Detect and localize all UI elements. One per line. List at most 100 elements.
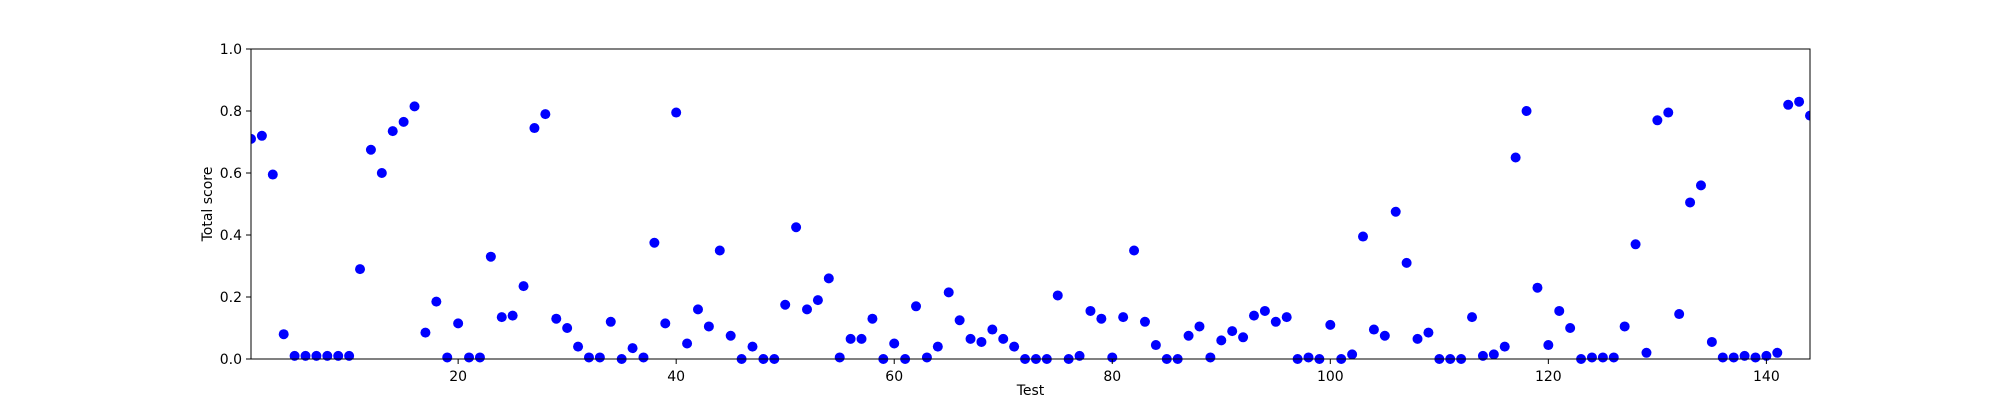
- data-point: [594, 352, 605, 363]
- data-point: [267, 169, 278, 180]
- data-point: [1608, 352, 1619, 363]
- data-point: [1783, 99, 1794, 110]
- data-point: [932, 341, 943, 352]
- data-point: [954, 315, 965, 326]
- data-point: [1794, 96, 1805, 107]
- data-point: [1009, 341, 1020, 352]
- data-point: [1085, 305, 1096, 316]
- data-point: [976, 336, 987, 347]
- data-point: [1379, 330, 1390, 341]
- x-axis-label: Test: [1016, 383, 1045, 399]
- data-point: [464, 352, 475, 363]
- plot-frame: [250, 48, 1811, 360]
- data-point: [289, 350, 300, 361]
- data-point: [573, 341, 584, 352]
- x-axis-ticks: 20 40 60 80 100 120 140: [449, 359, 1780, 385]
- x-tick-label: 40: [667, 369, 685, 385]
- data-point: [660, 318, 671, 329]
- data-point: [725, 330, 736, 341]
- data-point: [1281, 312, 1292, 323]
- data-point: [474, 352, 485, 363]
- data-point: [355, 264, 366, 275]
- data-point: [1772, 347, 1783, 358]
- data-point: [867, 313, 878, 324]
- data-point: [1488, 349, 1499, 360]
- data-point: [251, 133, 256, 144]
- data-point: [1630, 239, 1641, 250]
- data-point: [387, 126, 398, 137]
- data-point: [1641, 347, 1652, 358]
- data-point: [540, 109, 551, 120]
- data-point: [442, 352, 453, 363]
- data-point: [791, 222, 802, 233]
- data-point: [780, 299, 791, 310]
- data-point: [638, 352, 649, 363]
- data-point: [1074, 350, 1085, 361]
- data-point: [1216, 335, 1227, 346]
- y-tick-label: 0.0: [220, 352, 242, 368]
- data-point: [802, 304, 813, 315]
- x-tick-label: 120: [1535, 369, 1562, 385]
- data-point: [1586, 352, 1597, 363]
- data-point: [856, 333, 867, 344]
- data-point: [1096, 313, 1107, 324]
- data-point: [1717, 352, 1728, 363]
- data-point: [1118, 312, 1129, 323]
- data-point: [507, 310, 518, 321]
- data-point: [1532, 282, 1543, 293]
- data-point: [1238, 332, 1249, 343]
- data-point: [420, 327, 431, 338]
- data-point: [1248, 310, 1259, 321]
- y-tick-label: 0.6: [220, 166, 242, 182]
- data-point: [256, 130, 267, 141]
- data-point: [1270, 316, 1281, 327]
- data-point: [1129, 245, 1140, 256]
- data-point: [1597, 352, 1608, 363]
- data-point: [1467, 312, 1478, 323]
- data-point: [812, 295, 823, 306]
- data-point: [1521, 106, 1532, 116]
- data-point: [1554, 305, 1565, 316]
- data-point: [311, 350, 322, 361]
- y-tick-label: 1.0: [220, 42, 242, 58]
- data-point: [605, 316, 616, 327]
- data-point: [987, 324, 998, 335]
- data-point: [1412, 333, 1423, 344]
- data-point: [518, 281, 529, 292]
- data-point: [1663, 107, 1674, 118]
- data-point: [1750, 352, 1761, 363]
- data-point: [529, 123, 540, 134]
- data-point: [1107, 352, 1118, 363]
- data-point: [1150, 340, 1161, 351]
- data-point: [1052, 290, 1063, 301]
- data-point: [998, 333, 1009, 344]
- data-point: [921, 352, 932, 363]
- data-point: [1227, 326, 1238, 337]
- x-tick-label: 140: [1753, 369, 1780, 385]
- data-point: [1652, 115, 1663, 126]
- data-point: [300, 350, 311, 361]
- data-point: [1728, 352, 1739, 363]
- data-point: [889, 338, 900, 349]
- data-point: [1477, 350, 1488, 361]
- data-point: [322, 350, 333, 361]
- data-point: [671, 107, 682, 118]
- data-point: [409, 101, 420, 112]
- x-tick-label: 100: [1317, 369, 1344, 385]
- data-point: [1325, 319, 1336, 330]
- data-point: [1183, 330, 1194, 341]
- data-point: [1368, 324, 1379, 335]
- x-tick-label: 60: [885, 369, 903, 385]
- data-point: [1390, 206, 1401, 217]
- data-point: [1565, 323, 1576, 333]
- data-point: [1739, 350, 1750, 361]
- data-point: [649, 237, 660, 248]
- data-point: [1303, 352, 1314, 363]
- x-tick-label: 80: [1103, 369, 1121, 385]
- data-point: [823, 273, 834, 284]
- data-point: [747, 341, 758, 352]
- data-point: [627, 343, 638, 354]
- data-point: [453, 318, 464, 329]
- data-point: [365, 144, 376, 155]
